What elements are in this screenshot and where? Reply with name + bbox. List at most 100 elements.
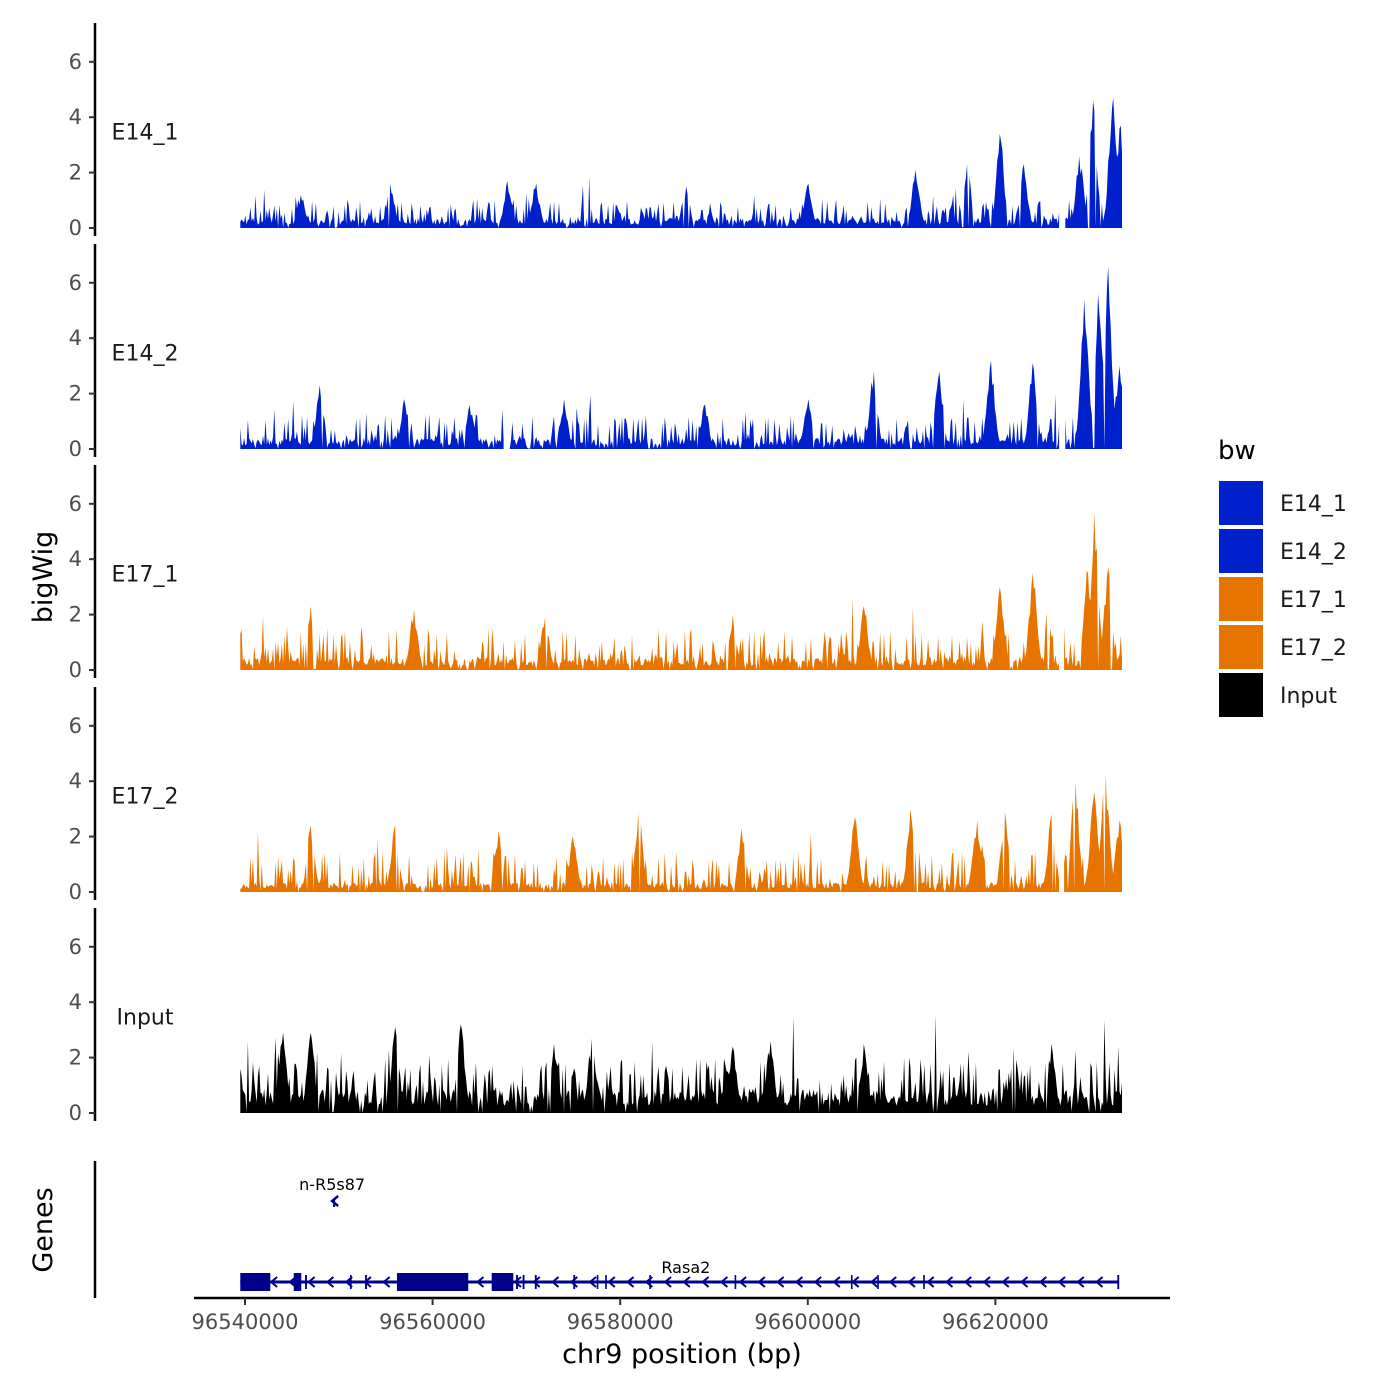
gene-exon: [522, 1275, 525, 1289]
strand-arrow: [944, 1276, 954, 1288]
y-tick-label: 2: [69, 603, 82, 627]
gene-label: Rasa2: [661, 1258, 710, 1277]
legend-label: E17_1: [1280, 588, 1347, 613]
strand-arrow: [832, 1276, 841, 1288]
strand-arrow: [663, 1276, 672, 1288]
strand-arrow: [1057, 1276, 1066, 1288]
genes-axis-title: Genes: [28, 1187, 59, 1272]
x-tick-label: 96580000: [567, 1310, 674, 1334]
track-input: 0 2 4 6 Input: [69, 908, 1123, 1125]
x-tick-label: 96560000: [379, 1310, 486, 1334]
strand-arrow: [330, 1195, 339, 1207]
legend-entry: E17_1: [1217, 575, 1347, 623]
bigwig-tracks: 0 2 4 6 E14_1 0 2 4 6 E14_2 0 2 4 6 E17_1 0 2 4 6 E17_2 0 2 4 6…: [69, 23, 1123, 1125]
x-axis-title: chr9 position (bp): [562, 1339, 802, 1370]
y-tick-label: 2: [69, 1046, 82, 1070]
strand-arrow: [982, 1276, 991, 1288]
y-tick-label: 4: [69, 105, 82, 129]
gene-exon: [365, 1275, 367, 1289]
strand-arrow: [588, 1276, 597, 1288]
track-e17_2: 0 2 4 6 E17_2: [69, 687, 1123, 904]
strand-arrow: [813, 1276, 822, 1288]
track-e17_1: 0 2 4 6 E17_1: [69, 465, 1123, 682]
strand-arrow: [1076, 1276, 1085, 1288]
y-tick-label: 4: [69, 990, 82, 1014]
legend-label: E14_1: [1280, 492, 1347, 517]
gene-n-r5s87: n-R5s87: [299, 1175, 365, 1207]
gene-exon: [491, 1273, 514, 1291]
y-tick-label: 6: [69, 714, 82, 738]
legend-title: bw: [1218, 436, 1256, 466]
gene-exon: [534, 1275, 537, 1289]
genes-panel: Rasa2 n-R5s87: [93, 1161, 1120, 1298]
strand-arrow: [607, 1276, 616, 1288]
gene-exon: [596, 1275, 599, 1289]
y-tick-label: 0: [69, 658, 82, 682]
strand-arrow: [757, 1276, 766, 1288]
gene-exon: [516, 1275, 518, 1289]
legend-swatch: [1217, 527, 1265, 575]
track-label: E14_1: [112, 120, 179, 145]
strand-arrow: [475, 1276, 485, 1288]
y-tick-label: 2: [69, 161, 82, 185]
legend-entry: Input: [1217, 671, 1337, 719]
gene-exon: [877, 1275, 879, 1289]
strand-arrow: [926, 1276, 935, 1288]
y-tick-label: 4: [69, 769, 82, 793]
y-tick-label: 0: [69, 216, 82, 240]
y-tick-label: 6: [69, 935, 82, 959]
gene-exon: [850, 1275, 853, 1289]
track-e14_2: 0 2 4 6 E14_2: [69, 244, 1123, 461]
strand-arrow: [794, 1276, 804, 1288]
signal-area: [240, 266, 1123, 449]
strand-arrow: [569, 1276, 578, 1288]
y-tick-label: 2: [69, 825, 82, 849]
strand-arrow: [269, 1276, 278, 1288]
gene-exon: [923, 1275, 925, 1289]
y-tick-label: 2: [69, 382, 82, 406]
gene-exon: [605, 1275, 607, 1289]
track-label: E17_2: [112, 784, 179, 809]
gene-label: n-R5s87: [299, 1175, 365, 1194]
track-e14_1: 0 2 4 6 E14_1: [69, 23, 1123, 240]
track-label: Input: [117, 1005, 174, 1030]
gene-exon: [573, 1275, 576, 1289]
x-tick-label: 96620000: [942, 1310, 1049, 1334]
legend-swatch: [1217, 623, 1265, 671]
legend-entry: E14_2: [1217, 527, 1347, 575]
strand-arrow: [701, 1276, 710, 1288]
strand-arrow: [1095, 1276, 1104, 1288]
signal-area: [240, 512, 1123, 670]
strand-arrow: [363, 1276, 372, 1288]
gene-exon: [240, 1273, 271, 1291]
legend-swatch: [1217, 575, 1265, 623]
y-tick-label: 6: [69, 50, 82, 74]
legend-swatch: [1217, 671, 1265, 719]
signal-area: [240, 97, 1123, 228]
strand-arrow: [307, 1276, 316, 1288]
x-axis: 96540000 96560000 96580000 96600000 96620000: [192, 1296, 1170, 1334]
gene-exon: [305, 1275, 307, 1289]
legend-entry: E14_1: [1217, 479, 1347, 527]
strand-arrow: [382, 1276, 391, 1288]
strand-arrow: [550, 1276, 560, 1288]
strand-arrow: [513, 1276, 522, 1288]
strand-arrow: [907, 1276, 916, 1288]
gene-exon: [734, 1275, 737, 1289]
legend-entry: E17_2: [1217, 623, 1347, 671]
strand-arrow: [738, 1276, 747, 1288]
gene-exon: [649, 1275, 651, 1289]
y-tick-label: 0: [69, 880, 82, 904]
legend: bw E14_1 E14_2 E17_1 E17_2 Input: [1217, 436, 1347, 719]
x-tick-label: 96600000: [754, 1310, 861, 1334]
y-tick-label: 4: [69, 326, 82, 350]
gene-exon: [1117, 1275, 1120, 1289]
legend-label: E14_2: [1280, 540, 1347, 565]
strand-arrow: [851, 1276, 860, 1288]
strand-arrow: [1038, 1276, 1047, 1288]
y-axis-title: bigWig: [28, 531, 59, 624]
strand-arrow: [626, 1276, 635, 1288]
strand-arrow: [719, 1276, 729, 1288]
strand-arrow: [1019, 1276, 1029, 1288]
